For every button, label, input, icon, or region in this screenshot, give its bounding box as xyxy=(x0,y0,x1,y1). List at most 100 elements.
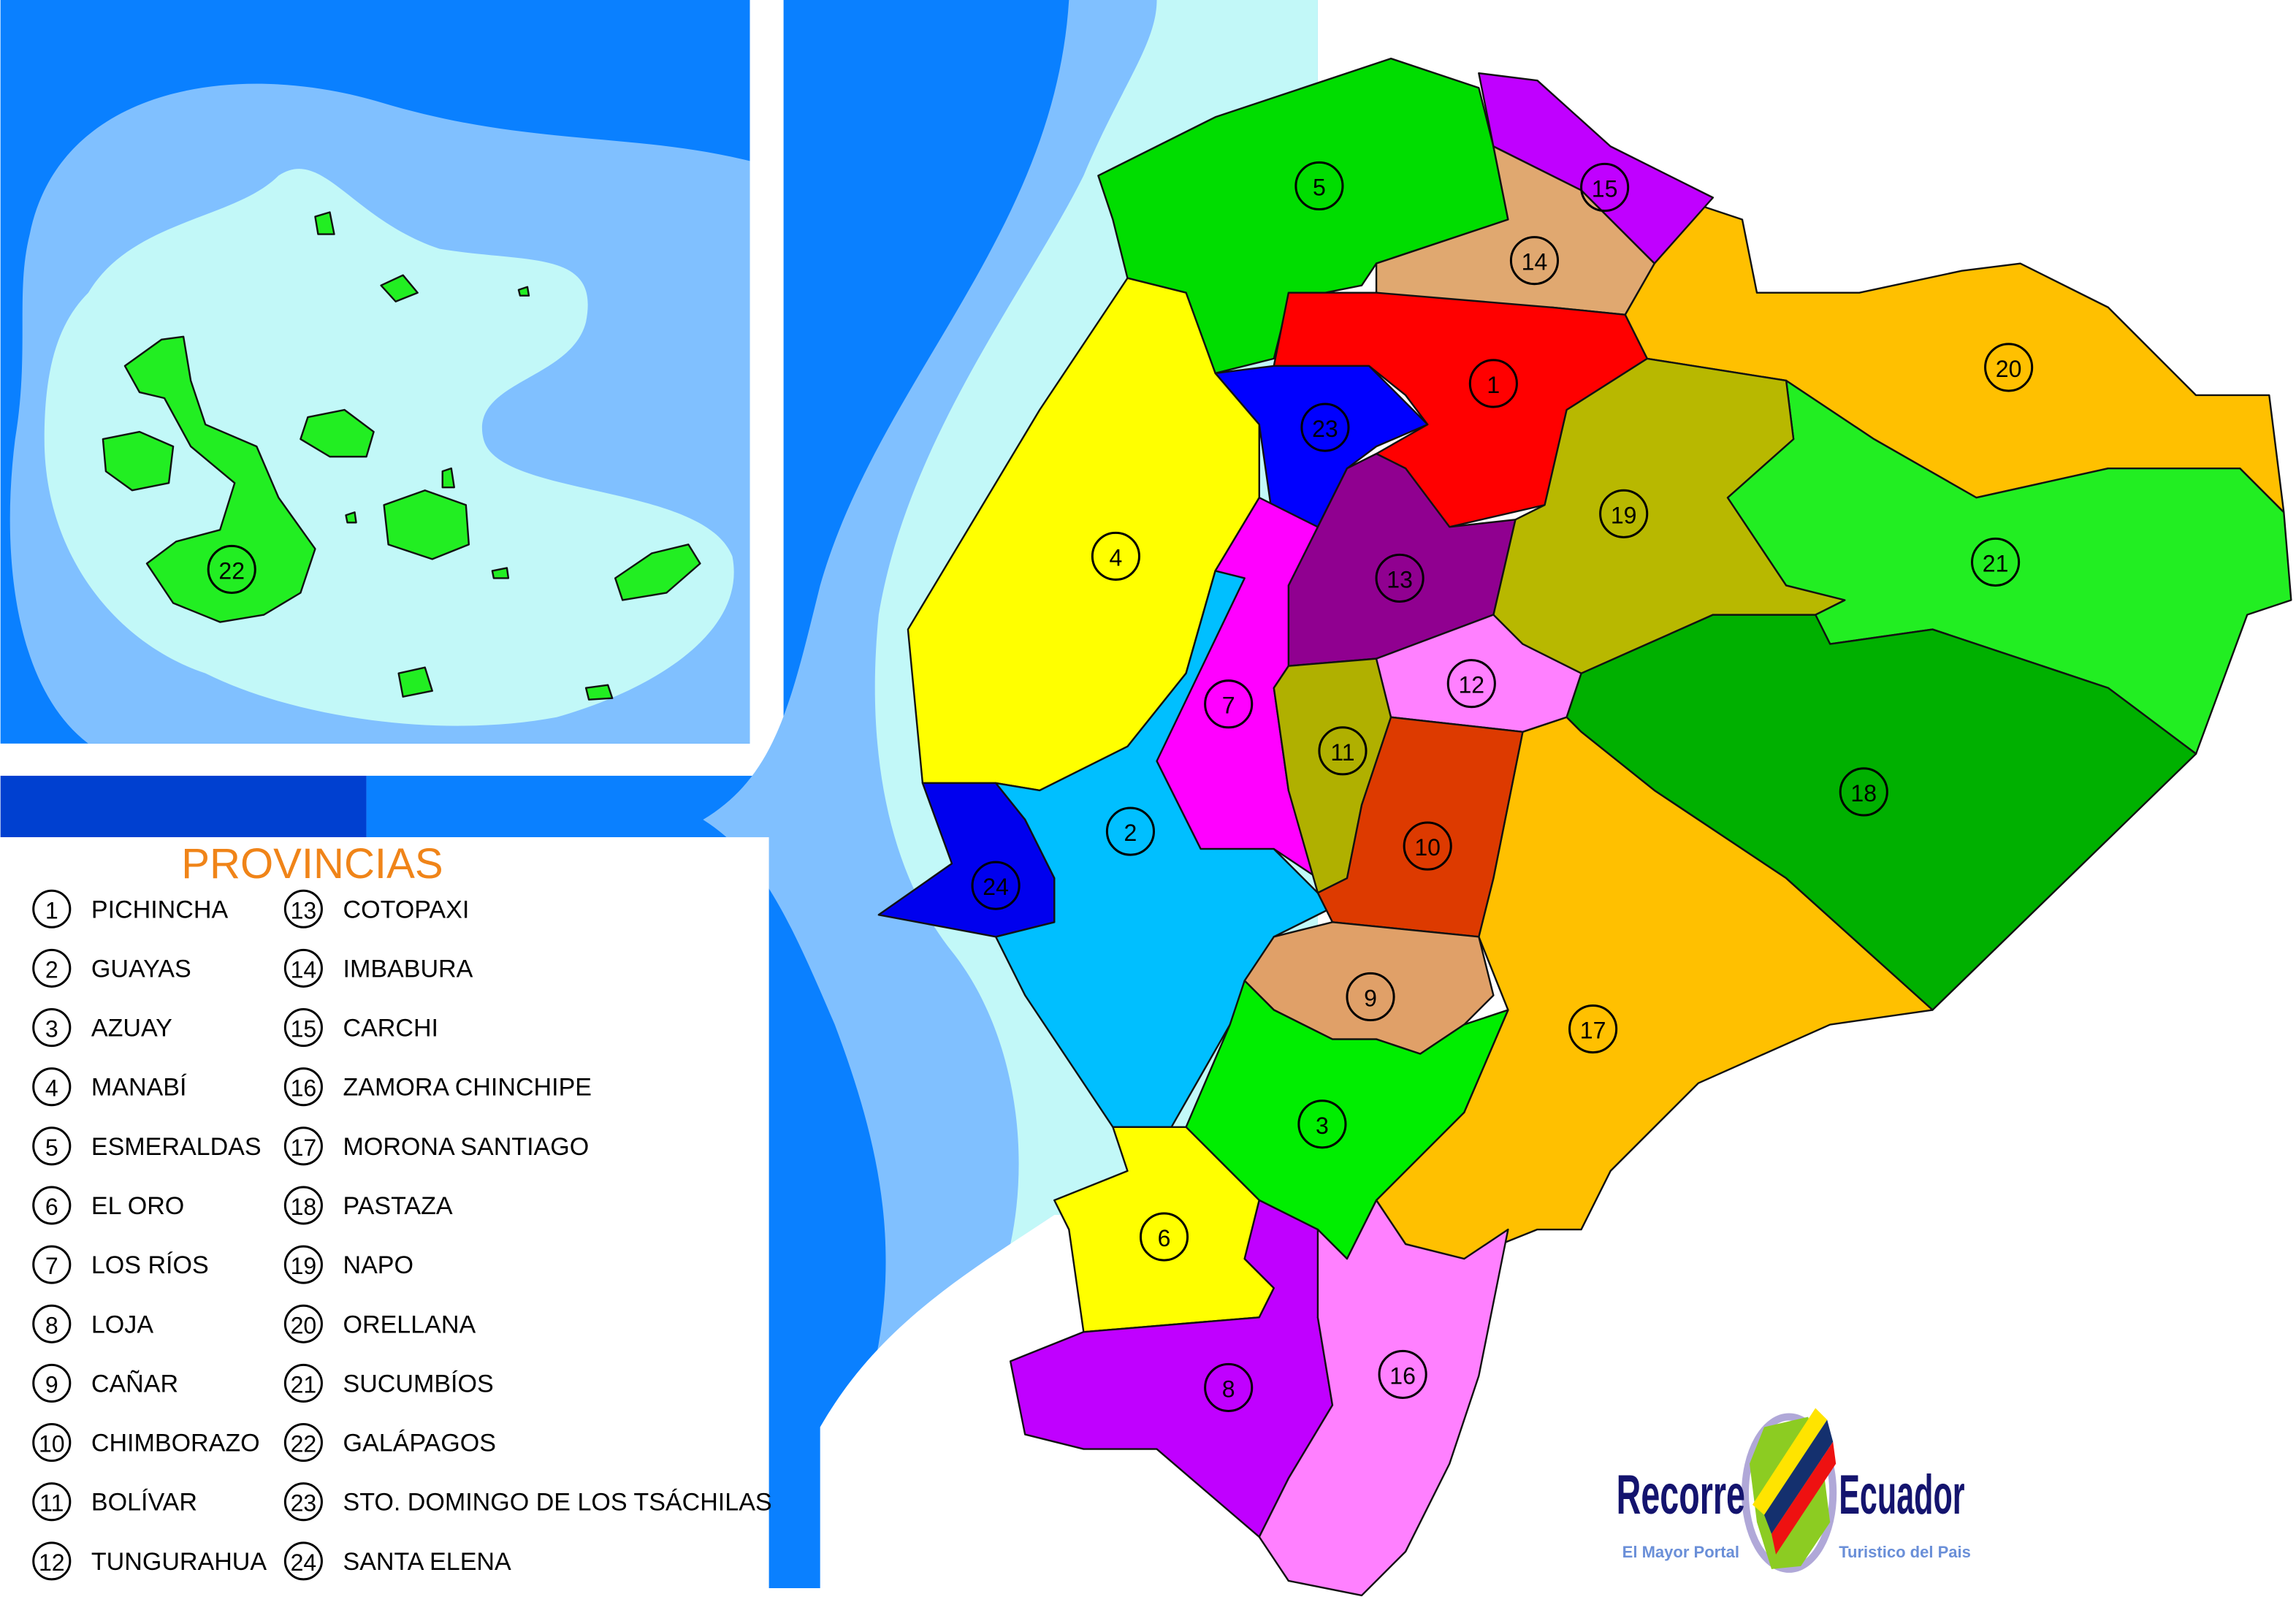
galapagos-island[interactable] xyxy=(383,489,470,560)
island-isabela[interactable] xyxy=(123,335,316,623)
legend-item-loja: 8 LOJA xyxy=(32,1304,153,1343)
legend-item-manabi: 4 MANABÍ xyxy=(32,1067,187,1107)
legend-label: CHIMBORAZO xyxy=(91,1430,260,1457)
province-marker-23 xyxy=(1300,403,1350,452)
legend-item-pichincha: 1 PICHINCHA xyxy=(32,889,229,928)
legend-number-circle xyxy=(32,1541,72,1581)
province-marker-5 xyxy=(1294,161,1344,211)
province-marker-9 xyxy=(1346,972,1395,1022)
legend-number-circle xyxy=(283,1304,323,1343)
legend-number: 12 xyxy=(39,1549,65,1576)
province-napo[interactable] xyxy=(1492,357,1846,674)
logo-tagline-left: El Mayor Portal xyxy=(1622,1543,1739,1561)
legend-number-circle xyxy=(283,1126,323,1166)
province-number-5: 5 xyxy=(1313,174,1326,200)
galapagos-island[interactable] xyxy=(397,666,433,698)
province-marker-6 xyxy=(1139,1212,1189,1262)
legend-number: 21 xyxy=(291,1371,317,1397)
legend-number: 17 xyxy=(291,1135,317,1161)
province-sto-domingo-de-los-tsachilas[interactable] xyxy=(1214,365,1429,528)
galapagos-island[interactable] xyxy=(102,430,175,492)
province-number-20: 20 xyxy=(1996,356,2022,382)
legend-label: NAPO xyxy=(343,1251,414,1279)
legend-items: 1 PICHINCHA 2 GUAYAS 3 AZUAY 4 MANABÍ 5 ESMERALDA… xyxy=(32,889,772,1581)
legend-number: 10 xyxy=(39,1431,65,1457)
legend-label: ESMERALDAS xyxy=(91,1133,262,1161)
province-number-14: 14 xyxy=(1522,249,1548,275)
legend-item-galapagos: 22 GALÁPAGOS xyxy=(283,1423,496,1463)
galapagos-island[interactable] xyxy=(314,211,335,235)
legend-number-circle xyxy=(32,948,72,988)
province-marker-13 xyxy=(1375,553,1424,603)
legend-label: BOLÍVAR xyxy=(91,1489,197,1517)
province-number-17: 17 xyxy=(1580,1018,1606,1044)
legend-number-circle xyxy=(32,1067,72,1107)
legend-item-chimborazo: 10 CHIMBORAZO xyxy=(32,1423,260,1463)
legend-item-pastaza: 18 PASTAZA xyxy=(283,1186,453,1225)
province-number-4: 4 xyxy=(1110,544,1123,571)
legend-item-sucumbios: 21 SUCUMBÍOS xyxy=(283,1363,494,1403)
province-zamora-chinchipe[interactable] xyxy=(1258,1199,1509,1597)
legend-item-imbabura: 14 IMBABURA xyxy=(283,948,473,988)
mainland-provinces xyxy=(877,57,2292,1597)
province-number-8: 8 xyxy=(1222,1376,1235,1402)
galapagos-island[interactable] xyxy=(517,286,530,297)
inset-band-dark xyxy=(0,775,367,838)
galapagos-island[interactable] xyxy=(441,467,455,489)
province-number-3: 3 xyxy=(1316,1113,1329,1139)
legend-item-azuay: 3 AZUAY xyxy=(32,1007,172,1048)
legend-item-bolivar: 11 BOLÍVAR xyxy=(32,1482,197,1522)
legend-item-napo: 19 NAPO xyxy=(283,1245,414,1284)
legend-label: MORONA SANTIAGO xyxy=(343,1133,590,1161)
province-number-13: 13 xyxy=(1387,566,1413,592)
province-number-19: 19 xyxy=(1611,502,1637,528)
legend-title: PROVINCIAS xyxy=(181,840,443,888)
province-marker-11 xyxy=(1318,726,1368,776)
legend-number: 24 xyxy=(291,1549,317,1576)
galapagos-island[interactable] xyxy=(345,511,357,524)
province-marker-22 xyxy=(207,544,256,594)
legend-number: 4 xyxy=(45,1075,58,1102)
legend-number: 11 xyxy=(39,1490,64,1517)
logo-ring xyxy=(1741,1413,1837,1573)
province-number-10: 10 xyxy=(1414,834,1441,861)
galapagos-island[interactable] xyxy=(584,684,614,701)
legend-item-tungurahua: 12 TUNGURAHUA xyxy=(32,1541,267,1581)
legend-label: LOS RÍOS xyxy=(91,1251,209,1279)
province-marker-1 xyxy=(1468,359,1518,408)
province-marker-10 xyxy=(1403,821,1452,871)
province-marker-17 xyxy=(1568,1004,1618,1054)
legend-label: GUAYAS xyxy=(91,955,191,983)
province-marker-12 xyxy=(1446,659,1496,709)
legend-label: ZAMORA CHINCHIPE xyxy=(343,1074,592,1102)
logo-tagline-right: Turistico del Pais xyxy=(1839,1543,1971,1561)
galapagos-island[interactable] xyxy=(614,544,701,601)
province-number-21: 21 xyxy=(1983,550,2009,576)
legend-number: 14 xyxy=(291,956,317,983)
legend-number-circle xyxy=(283,1067,323,1107)
province-number-23: 23 xyxy=(1312,416,1338,442)
legend-number: 2 xyxy=(45,956,58,983)
province-marker-19 xyxy=(1599,489,1649,538)
province-number-24: 24 xyxy=(983,874,1009,900)
galapagos-island[interactable] xyxy=(300,408,375,458)
galapagos-island[interactable] xyxy=(491,567,510,579)
legend-number-circle xyxy=(283,948,323,988)
galapagos-island[interactable] xyxy=(380,274,419,302)
legend-number: 16 xyxy=(291,1075,317,1102)
legend-number: 22 xyxy=(291,1431,317,1457)
province-marker-2 xyxy=(1105,806,1156,856)
province-marker-16 xyxy=(1378,1349,1427,1399)
legend-item-morona-santiago: 17 MORONA SANTIAGO xyxy=(283,1126,590,1166)
legend-label: PICHINCHA xyxy=(91,896,229,923)
legend-label: AZUAY xyxy=(91,1015,172,1042)
legend-number-circle xyxy=(32,1186,72,1225)
legend-number-circle xyxy=(283,1007,323,1048)
province-santa-elena[interactable] xyxy=(877,782,1056,938)
province-number-6: 6 xyxy=(1158,1225,1171,1251)
province-number-9: 9 xyxy=(1364,985,1377,1011)
legend-number-circle xyxy=(32,1423,72,1463)
legend-number: 19 xyxy=(291,1253,317,1279)
province-marker-20 xyxy=(1984,343,2034,392)
